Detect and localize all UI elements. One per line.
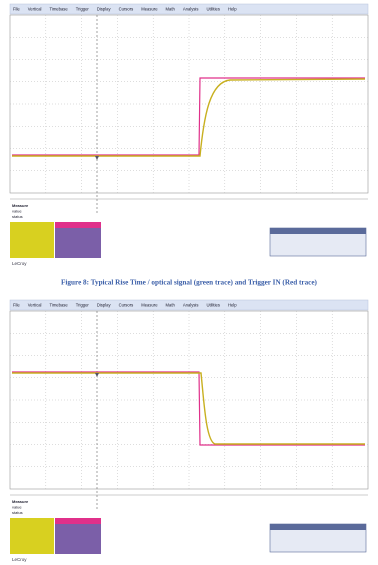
menu-item: Cursors — [119, 302, 134, 307]
menu-item: Display — [97, 6, 112, 11]
channel-box — [10, 518, 54, 554]
menu-item: Timebase — [49, 302, 68, 307]
channel-box-header — [55, 222, 101, 228]
menu-item: Utilities — [206, 6, 220, 11]
scope-grid — [10, 15, 368, 193]
menu-item: File — [13, 6, 20, 11]
measure-label: status — [12, 214, 23, 219]
menu-item: Measure — [141, 6, 158, 11]
menu-item: Timebase — [49, 6, 68, 11]
measure-label: value — [12, 505, 22, 510]
menu-item: Analysis — [183, 6, 199, 11]
channel-box-header — [55, 518, 101, 524]
menu-item: Measure — [141, 302, 158, 307]
menu-item: File — [13, 302, 20, 307]
scope-screenshot: File Vertical Timebase Trigger Display Cursor… — [10, 4, 368, 266]
menu-item: Help — [228, 302, 237, 307]
menu-item: Cursors — [119, 6, 134, 11]
measure-label: Measure — [12, 499, 29, 504]
menu-item: Trigger — [76, 302, 90, 307]
measure-label: Measure — [12, 203, 29, 208]
menu-item: Analysis — [183, 302, 199, 307]
logo: LeCroy — [12, 557, 27, 562]
timebase-header — [270, 228, 366, 234]
menu-item: Vertical — [28, 302, 42, 307]
menu-item: Math — [166, 6, 176, 11]
menu-item: Vertical — [28, 6, 42, 11]
menu-item: Help — [228, 6, 237, 11]
page: Figure 8: Typical Rise Time / optical si… — [0, 0, 378, 565]
menu-item: Trigger — [76, 6, 90, 11]
caption: Figure 8: Typical Rise Time / optical si… — [61, 279, 318, 287]
menu-item: Utilities — [206, 302, 220, 307]
measure-label: status — [12, 510, 23, 515]
menu-item: Display — [97, 302, 112, 307]
menu-item: Math — [166, 302, 176, 307]
channel-box — [10, 222, 54, 258]
scope-grid — [10, 311, 368, 489]
measure-label: value — [12, 209, 22, 214]
scope-screenshot: File Vertical Timebase Trigger Display Cursor… — [10, 300, 368, 562]
logo: LeCroy — [12, 261, 27, 266]
timebase-header — [270, 524, 366, 530]
